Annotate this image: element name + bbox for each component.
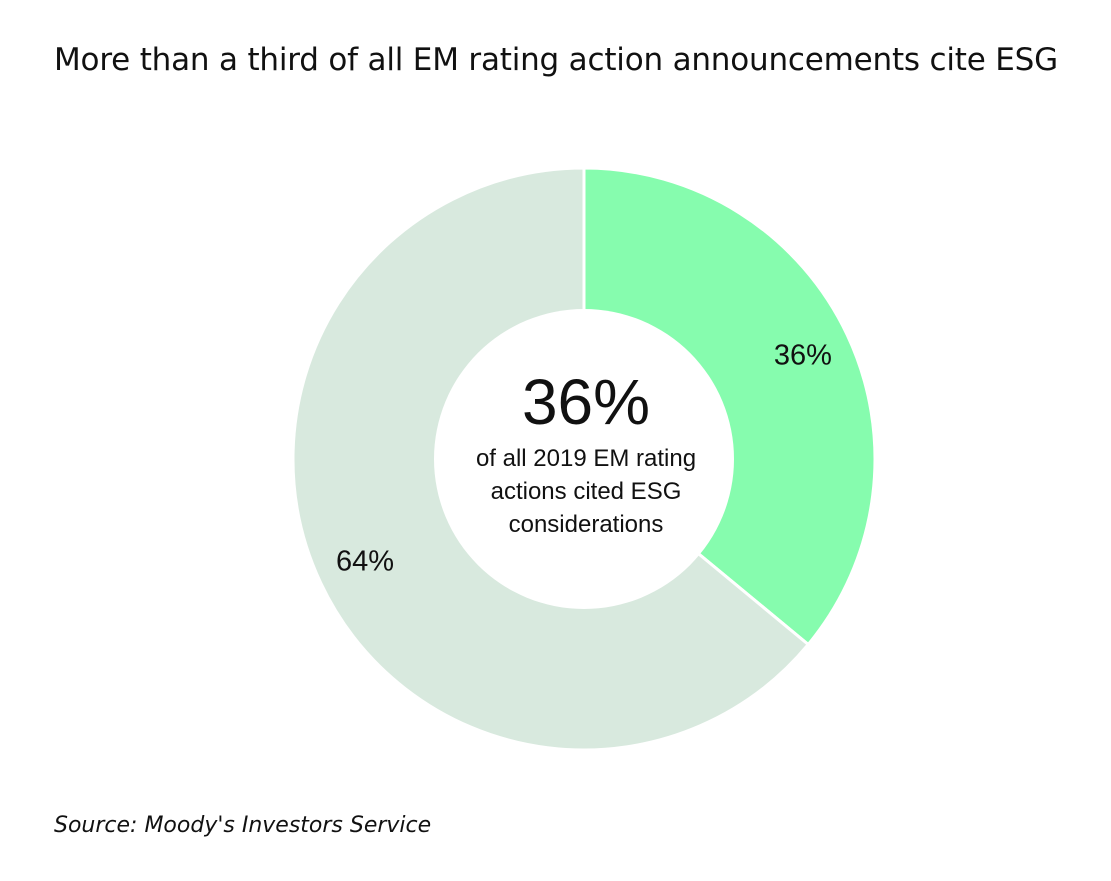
center-summary: 36% of all 2019 EM rating actions cited … bbox=[436, 362, 736, 541]
source-note: Source: Moody's Investors Service bbox=[54, 813, 432, 838]
chart-title: More than a third of all EM rating actio… bbox=[54, 42, 1058, 78]
donut-slice-0 bbox=[582, 166, 877, 647]
slice-label-1: 64% bbox=[336, 545, 395, 578]
donut-hole bbox=[434, 309, 734, 609]
center-value: 36% bbox=[521, 366, 651, 438]
slice-label-0: 36% bbox=[773, 339, 832, 372]
center-caption: of all 2019 EM rating actions cited ESG … bbox=[475, 445, 697, 538]
